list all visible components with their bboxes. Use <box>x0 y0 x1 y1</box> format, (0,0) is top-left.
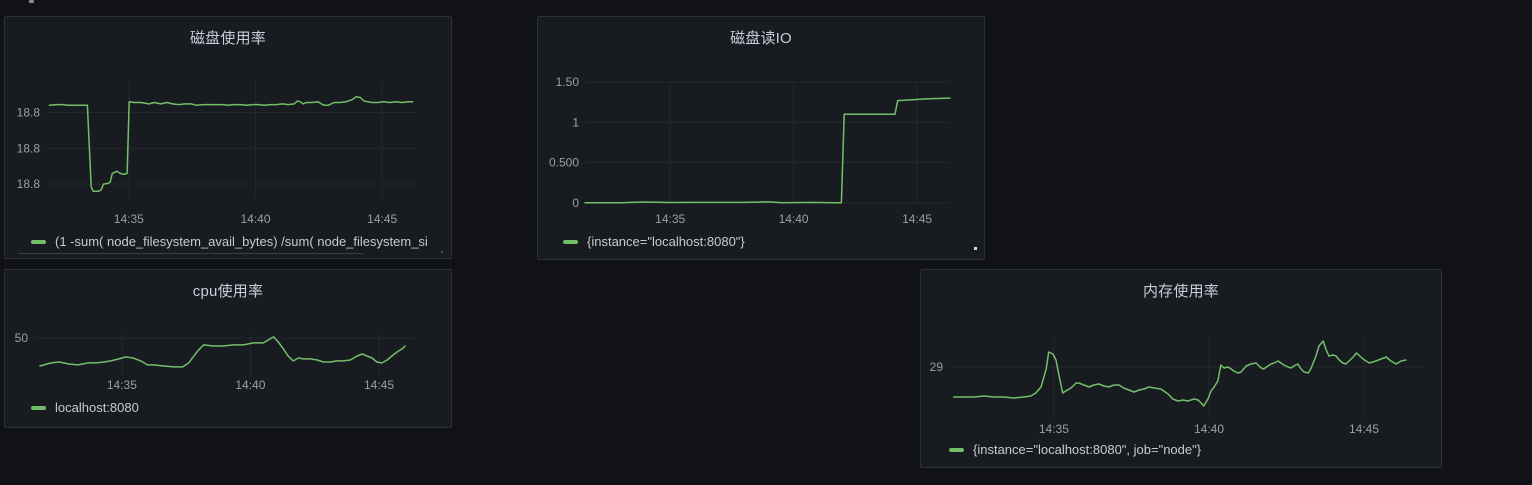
legend-swatch[interactable] <box>31 406 46 410</box>
series-line[interactable] <box>584 97 951 204</box>
series-line[interactable] <box>39 336 406 368</box>
x-tick-label: 14:45 <box>902 212 932 226</box>
x-tick-label: 14:45 <box>367 212 397 226</box>
cpu-usage-chart-canvas[interactable]: 14:35 14:40 14:45 50 <box>5 270 453 429</box>
x-tick-label: 14:40 <box>240 212 270 226</box>
disk-usage-chart-canvas[interactable]: 14:35 14:40 14:45 18.8 18.8 18.8 <box>5 17 453 260</box>
x-tick-label: 14:40 <box>779 212 809 226</box>
x-tick-label: 14:45 <box>1349 422 1379 436</box>
series-line[interactable] <box>952 340 1407 407</box>
panel-disk-read-io: 磁盘读IO 14:35 14:40 14:45 1.50 1 0.500 0 {instan… <box>537 16 985 260</box>
panel-disk-usage: 磁盘使用率 14:35 14:40 14:45 18.8 18.8 18.8 (1 -su… <box>4 16 452 259</box>
y-tick-label: 1.50 <box>556 75 580 89</box>
x-tick-label: 14:35 <box>107 378 137 392</box>
legend-disk-read-io: {instance="localhost:8080"} <box>563 234 982 250</box>
y-tick-label: 18.8 <box>17 177 41 191</box>
disk-read-io-chart-canvas[interactable]: 14:35 14:40 14:45 1.50 1 0.500 0 <box>538 17 986 261</box>
legend-label[interactable]: localhost:8080 <box>55 400 139 415</box>
panel-cpu-usage: cpu使用率 14:35 14:40 14:45 50 localhost:8080 <box>4 269 452 428</box>
y-tick-label: 50 <box>15 331 29 345</box>
x-tick-label: 14:35 <box>1039 422 1069 436</box>
x-tick-label: 14:40 <box>235 378 265 392</box>
y-tick-label: 0 <box>572 196 579 210</box>
y-tick-label: 18.8 <box>17 106 41 120</box>
legend-label[interactable]: (1 -sum( node_filesystem_avail_bytes) /s… <box>55 234 428 249</box>
panel-title-memory-usage[interactable]: 内存使用率 <box>1142 283 1219 300</box>
panel-corner-dot <box>441 251 443 253</box>
legend-label[interactable]: {instance="localhost:8080", job="node"} <box>973 442 1202 457</box>
panel-memory-usage: 内存使用率 14:35 14:40 14:45 29 {instance="local… <box>920 269 1442 468</box>
panel-title-disk-read-io[interactable]: 磁盘读IO <box>730 30 792 47</box>
legend-label[interactable]: {instance="localhost:8080"} <box>587 234 745 249</box>
page-artifact-speck <box>29 0 34 3</box>
x-tick-label: 14:35 <box>655 212 685 226</box>
panel-corner-dot <box>974 247 977 250</box>
x-tick-label: 14:35 <box>114 212 144 226</box>
y-tick-label: 18.8 <box>17 141 41 155</box>
legend-swatch[interactable] <box>563 240 578 244</box>
legend-disk-usage: (1 -sum( node_filesystem_avail_bytes) /s… <box>31 234 449 250</box>
y-tick-label: 29 <box>930 360 944 374</box>
legend-memory-usage: {instance="localhost:8080", job="node"} <box>949 442 1439 458</box>
memory-usage-chart-canvas[interactable]: 14:35 14:40 14:45 29 <box>921 270 1443 469</box>
y-tick-label: 0.500 <box>549 156 579 170</box>
legend-cpu-usage: localhost:8080 <box>31 400 449 416</box>
x-tick-label: 14:45 <box>364 378 394 392</box>
y-tick-label: 1 <box>572 115 579 129</box>
panel-title-disk-usage[interactable]: 磁盘使用率 <box>189 30 266 47</box>
legend-swatch[interactable] <box>31 240 46 244</box>
legend-swatch[interactable] <box>949 448 964 452</box>
legend-divider <box>18 253 363 254</box>
x-tick-label: 14:40 <box>1194 422 1224 436</box>
panel-title-cpu-usage[interactable]: cpu使用率 <box>192 283 264 300</box>
series-line[interactable] <box>48 96 414 193</box>
